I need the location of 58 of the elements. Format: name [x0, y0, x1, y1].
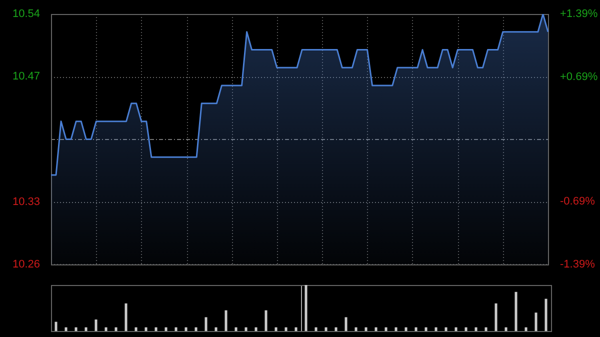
bar: [544, 298, 548, 331]
bar: [134, 327, 138, 331]
bar: [194, 327, 198, 331]
bar: [94, 320, 98, 331]
bar: [474, 327, 478, 331]
bar: [274, 327, 278, 331]
bar: [254, 327, 258, 331]
bar: [114, 327, 118, 331]
bar: [104, 327, 108, 331]
bar: [384, 327, 388, 331]
bar: [344, 317, 348, 331]
bar: [414, 327, 418, 331]
bar: [484, 327, 488, 331]
y-tick-label: 10.33: [12, 196, 40, 208]
y2-tick-label: -0.69%: [560, 195, 596, 208]
y-tick-label: 10.54: [12, 8, 40, 20]
bar: [164, 327, 168, 331]
y2-tick-label: -1.39%: [560, 258, 596, 270]
bar: [154, 327, 158, 331]
bar: [444, 327, 448, 331]
bar: [374, 327, 378, 331]
bar: [394, 327, 398, 331]
bar: [64, 327, 68, 331]
bar: [214, 327, 218, 331]
bar: [424, 327, 428, 331]
bar: [354, 327, 358, 331]
bar: [204, 317, 208, 331]
bar: [234, 327, 238, 331]
bar: [524, 327, 528, 331]
bar: [404, 327, 408, 331]
bar: [304, 285, 308, 331]
bar: [294, 327, 298, 331]
y2-tick-label: +1.39%: [560, 8, 598, 20]
bar: [504, 327, 508, 331]
bar: [174, 327, 178, 331]
bar: [124, 303, 128, 331]
bar: [534, 312, 538, 331]
bar: [74, 327, 78, 331]
bar: [244, 327, 248, 331]
bar: [334, 327, 338, 331]
y2-tick-label: +0.69%: [560, 71, 598, 84]
bar: [324, 327, 328, 331]
bar: [364, 327, 368, 331]
bar: [494, 303, 498, 331]
bar: [144, 327, 148, 331]
bar: [284, 327, 288, 331]
bar: [54, 322, 58, 331]
bar: [184, 327, 188, 331]
bar: [224, 310, 228, 331]
bar: [454, 327, 458, 331]
bar: [264, 310, 268, 331]
bar: [84, 327, 88, 331]
bar: [464, 327, 468, 331]
y-tick-label: 10.26: [12, 258, 40, 270]
bar: [314, 327, 318, 331]
bar: [514, 292, 518, 331]
bar: [434, 327, 438, 331]
y-tick-label: 10.47: [12, 70, 40, 83]
